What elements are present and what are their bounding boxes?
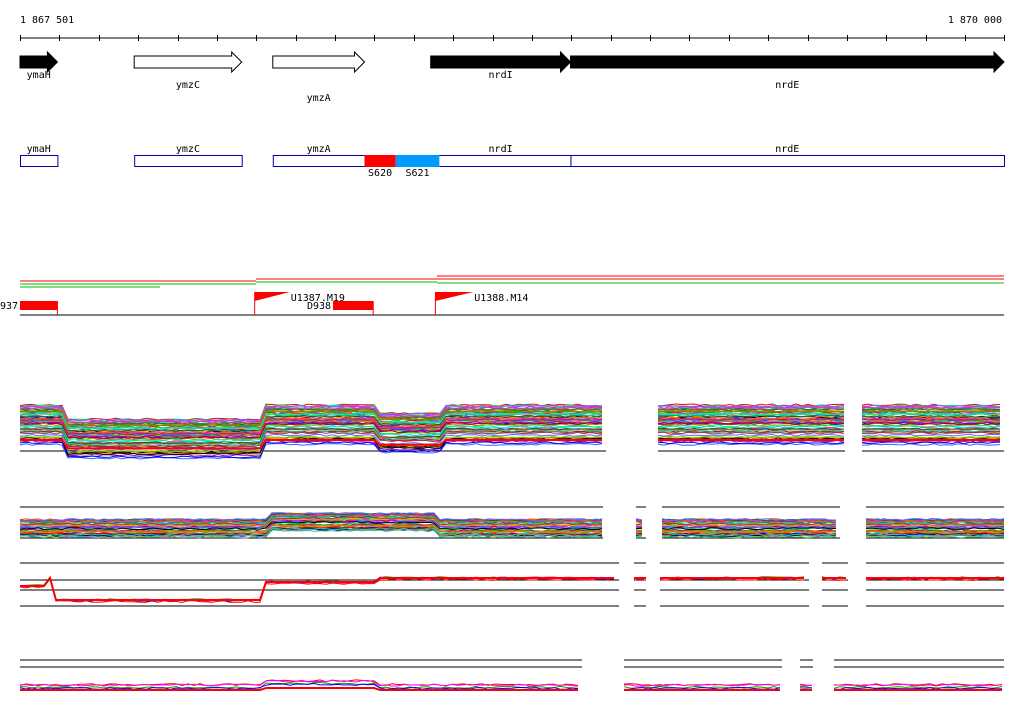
profile-line	[862, 442, 1000, 444]
profile-line	[20, 577, 614, 601]
segment-label: S620	[368, 168, 392, 179]
feature-flag	[255, 292, 290, 301]
gene-box-nrde	[571, 156, 1005, 167]
expression-profile-panel-4	[20, 660, 1004, 690]
expression-profile-panel-3	[20, 563, 1004, 606]
gene-arrow-track: ymaH ymzC ymzA nrdI nrdE	[20, 52, 1004, 104]
feature-label: D938	[307, 301, 331, 312]
gene-box-label: nrdI	[489, 144, 513, 155]
feature-label: 937	[0, 301, 18, 312]
gene-box-label: ymzA	[307, 144, 331, 155]
gene-box-label: ymaH	[27, 144, 51, 155]
ruler-start-label: 1 867 501	[20, 15, 74, 26]
gene-arrow-label: ymzA	[307, 93, 331, 104]
feature-label: U1388.M14	[474, 293, 528, 304]
profile-line	[20, 577, 614, 601]
gene-arrow-label: ymaH	[27, 70, 51, 81]
gene-arrow-ymzc	[134, 52, 241, 72]
profile-line	[862, 434, 1000, 436]
profile-line	[862, 444, 1000, 446]
segment-s620	[365, 155, 396, 167]
profile-line	[636, 533, 642, 534]
profile-line	[636, 526, 642, 527]
feature-flag	[435, 292, 473, 301]
gene-arrow-ymah	[20, 52, 57, 72]
expression-profile-panel-1	[20, 404, 1004, 459]
profile-line	[800, 685, 812, 686]
gene-box-ymah	[21, 156, 58, 167]
position-ruler: 1 867 501 1 870 000	[20, 15, 1005, 41]
gene-box-label: ymzC	[176, 144, 200, 155]
gene-arrow-ymza	[273, 52, 365, 72]
feature-block	[333, 301, 373, 310]
gene-arrow-label: nrdE	[775, 80, 799, 91]
gene-box-track: ymaH ymzC ymzA nrdI nrdE S620 S621	[21, 144, 1005, 179]
profile-line	[866, 536, 1004, 538]
profile-line	[658, 442, 844, 444]
profile-line	[658, 434, 844, 436]
gene-arrow-nrdi	[431, 52, 571, 72]
gene-arrow-label: nrdI	[489, 70, 513, 81]
profile-line	[658, 426, 844, 428]
gene-box-ymza	[273, 156, 365, 167]
gene-box-nrdi	[431, 156, 571, 167]
gene-arrow-label: ymzC	[176, 80, 200, 91]
gene-arrow-nrde	[570, 52, 1004, 72]
gene-box-label: nrdE	[775, 144, 799, 155]
ruler-end-label: 1 870 000	[948, 15, 1002, 26]
segment-s621	[396, 155, 440, 167]
feature-block	[20, 301, 57, 310]
expression-profile-panel-2	[20, 507, 1004, 538]
profile-highlight-line	[20, 578, 614, 600]
gene-box-ymzc	[135, 156, 242, 167]
segment-label: S621	[405, 168, 429, 179]
